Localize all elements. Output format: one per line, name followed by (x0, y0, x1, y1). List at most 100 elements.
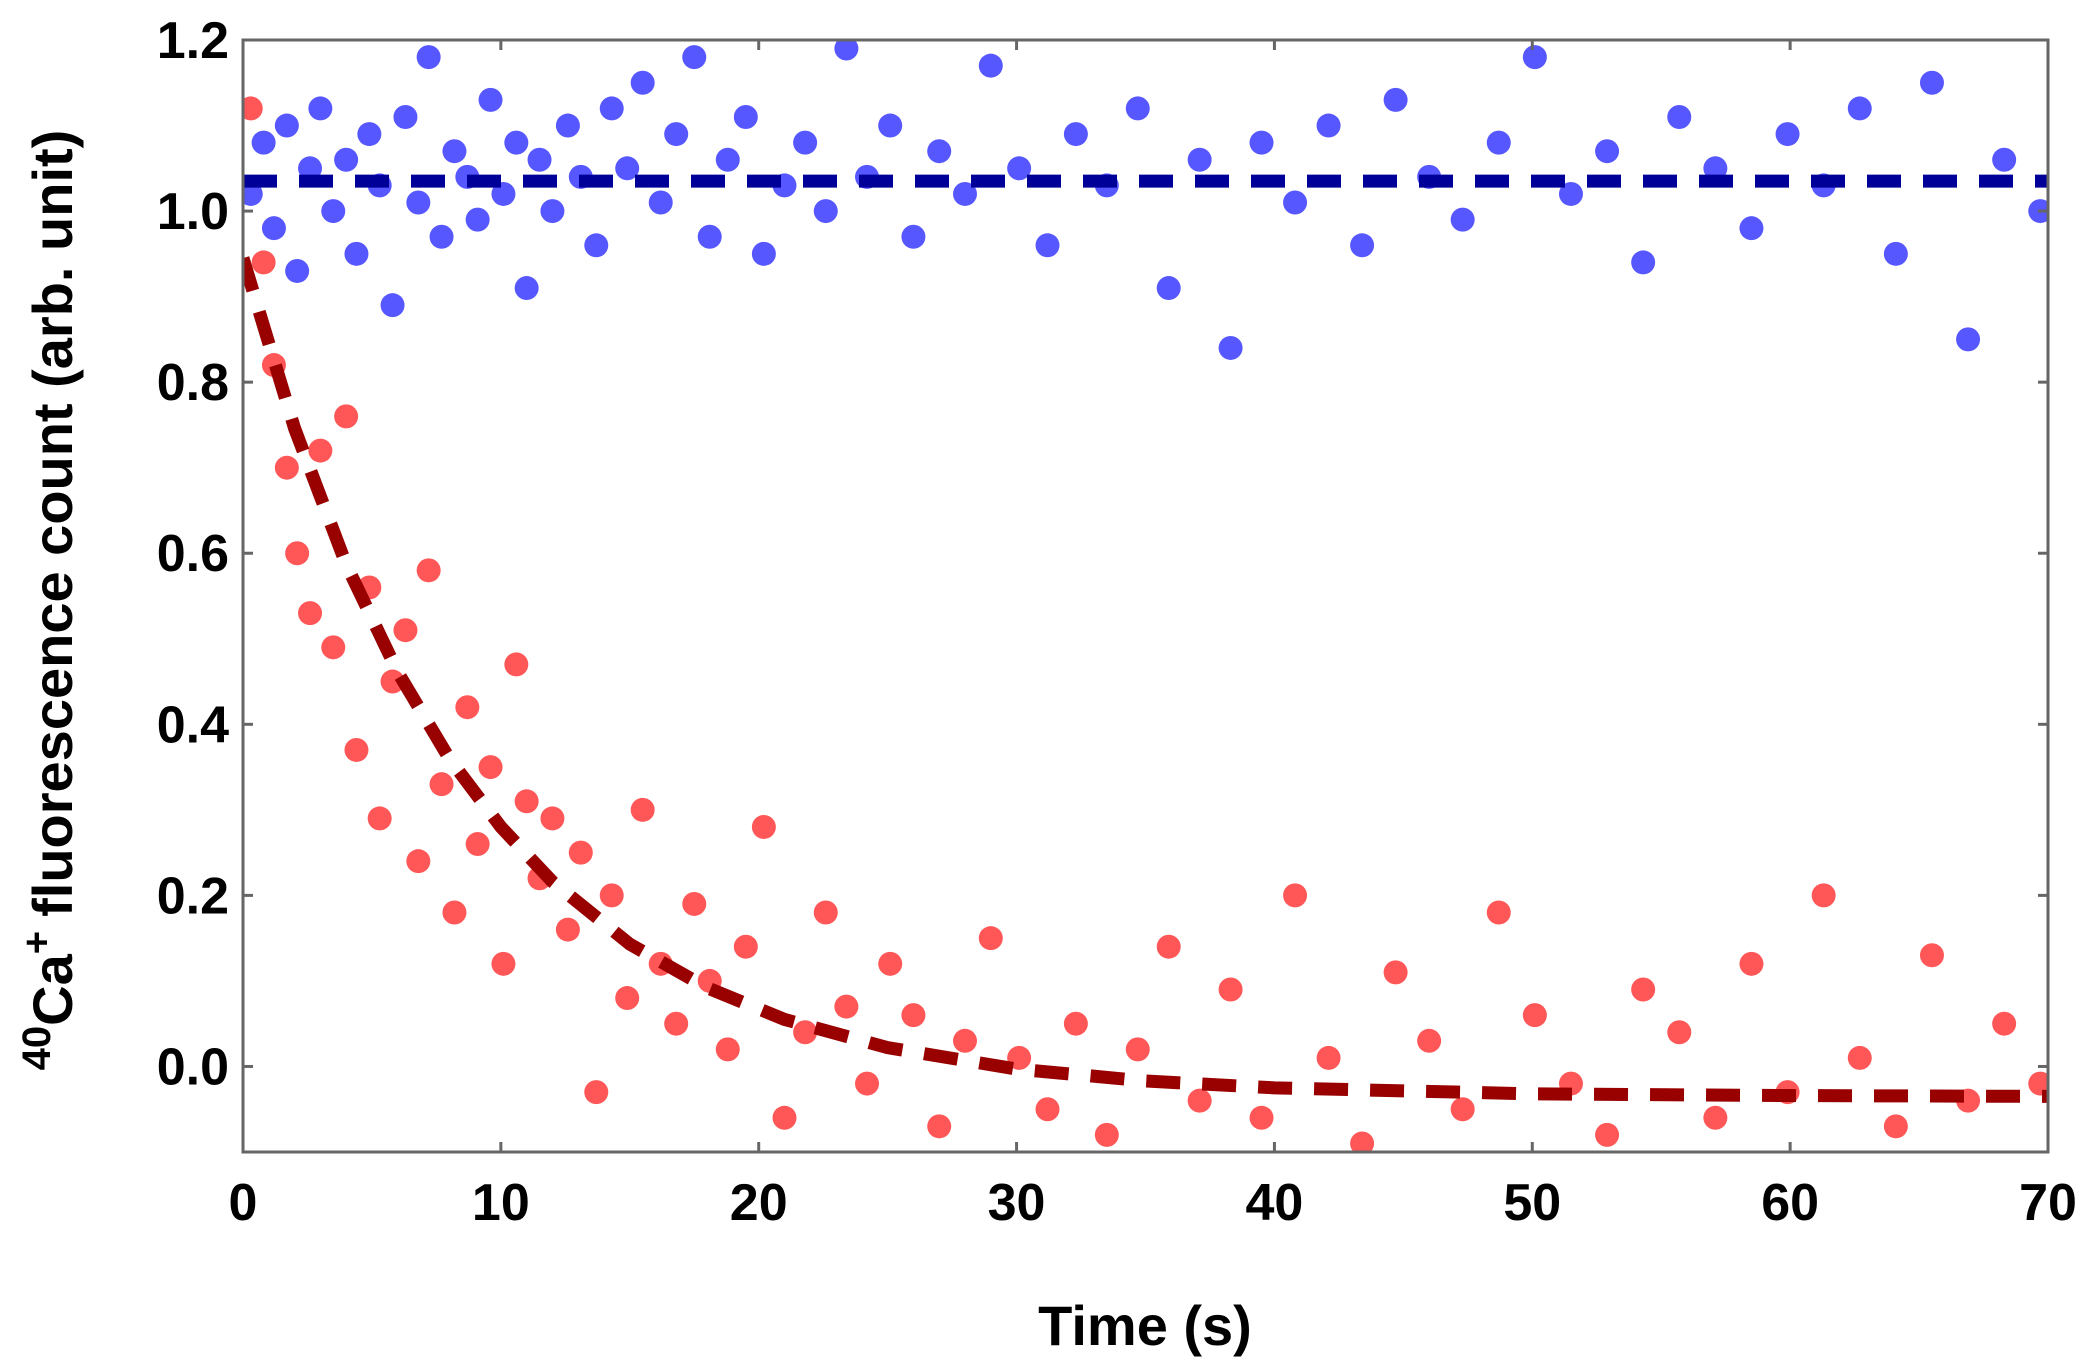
x-tick-label: 60 (1761, 1174, 1819, 1232)
data-point (1667, 104, 1692, 129)
y-label-charge: + (15, 931, 59, 954)
data-point (2028, 1071, 2048, 1096)
data-point (584, 1080, 609, 1105)
x-tick-label: 20 (730, 1174, 788, 1232)
data-point (1125, 96, 1150, 121)
data-point (416, 45, 441, 70)
data-point (416, 558, 441, 583)
y-tick-label: 0.4 (157, 696, 229, 754)
data-point (751, 814, 776, 839)
data-point (1383, 960, 1408, 985)
data-point (1187, 147, 1212, 172)
data-point (334, 147, 359, 172)
data-point (251, 130, 276, 155)
data-point (1522, 45, 1547, 70)
y-tick-label: 1.2 (157, 12, 229, 70)
data-point (504, 130, 529, 155)
data-point (878, 951, 903, 976)
data-point (1249, 130, 1274, 155)
data-point (1883, 1114, 1908, 1139)
fit-line (243, 256, 2048, 1103)
data-point (1450, 207, 1475, 232)
data-point (406, 190, 431, 215)
plot-area (243, 40, 2048, 1152)
data-point (1007, 156, 1032, 181)
data-point (1739, 951, 1764, 976)
data-point (1035, 1097, 1060, 1122)
x-tick-label: 10 (472, 1174, 530, 1232)
data-point (1316, 113, 1341, 138)
data-point (1703, 1105, 1728, 1130)
data-point (1218, 335, 1243, 360)
data-point (1522, 1003, 1547, 1028)
data-point (630, 70, 655, 95)
data-point (1739, 216, 1764, 241)
data-point (442, 139, 467, 164)
data-point (367, 806, 392, 831)
data-point (1350, 1131, 1375, 1152)
data-point (1156, 934, 1181, 959)
data-point (1094, 1122, 1119, 1147)
data-point (855, 1071, 880, 1096)
data-point (568, 840, 593, 865)
data-point (1811, 883, 1836, 908)
data-point (514, 276, 539, 301)
data-point (1956, 327, 1981, 352)
data-point (393, 618, 418, 643)
y-label-isotope: 40 (15, 1026, 59, 1071)
x-axis-label: Time (s) (1038, 1294, 1252, 1357)
data-point (321, 199, 346, 224)
data-point (298, 156, 323, 181)
data-point (978, 53, 1003, 78)
data-point (1283, 883, 1308, 908)
data-point (733, 104, 758, 129)
data-point (1283, 190, 1308, 215)
data-point (793, 1020, 818, 1045)
data-point (380, 669, 405, 694)
data-point (901, 1003, 926, 1028)
data-point (429, 224, 454, 249)
y-label-text: fluorescence count (arb. unit) (21, 130, 84, 917)
data-point (615, 156, 640, 181)
data-point (1156, 276, 1181, 301)
data-point (1631, 250, 1656, 275)
data-point (1847, 1045, 1872, 1070)
data-point (1063, 1011, 1088, 1036)
data-point (527, 147, 552, 172)
data-point (344, 737, 369, 762)
data-point (1417, 1028, 1442, 1053)
data-point (715, 1037, 740, 1062)
data-point (1486, 900, 1511, 925)
plot-frame (241, 38, 2050, 1154)
data-point (648, 190, 673, 215)
data-point (1450, 1097, 1475, 1122)
y-label-element: Ca (21, 953, 84, 1025)
y-tick-label: 0.0 (157, 1038, 229, 1096)
data-point (1187, 1088, 1212, 1113)
x-tick-label: 40 (1246, 1174, 1304, 1232)
data-point (1775, 122, 1800, 147)
data-point (772, 1105, 797, 1130)
data-point (308, 438, 333, 463)
data-point (584, 233, 609, 258)
data-point (1992, 147, 2017, 172)
data-point (285, 258, 310, 283)
data-point (514, 789, 539, 814)
data-point (834, 994, 859, 1019)
data-point (715, 147, 740, 172)
data-point (1595, 1122, 1620, 1147)
data-point (927, 1114, 952, 1139)
y-tick-label: 0.6 (157, 525, 229, 583)
data-point (261, 216, 286, 241)
data-point (321, 635, 346, 660)
x-tick-label: 30 (988, 1174, 1046, 1232)
data-point (243, 181, 263, 206)
data-point (1035, 233, 1060, 258)
data-point (1919, 943, 1944, 968)
data-point (1486, 130, 1511, 155)
data-point (540, 806, 565, 831)
data-point (1316, 1045, 1341, 1070)
data-point (251, 250, 276, 275)
